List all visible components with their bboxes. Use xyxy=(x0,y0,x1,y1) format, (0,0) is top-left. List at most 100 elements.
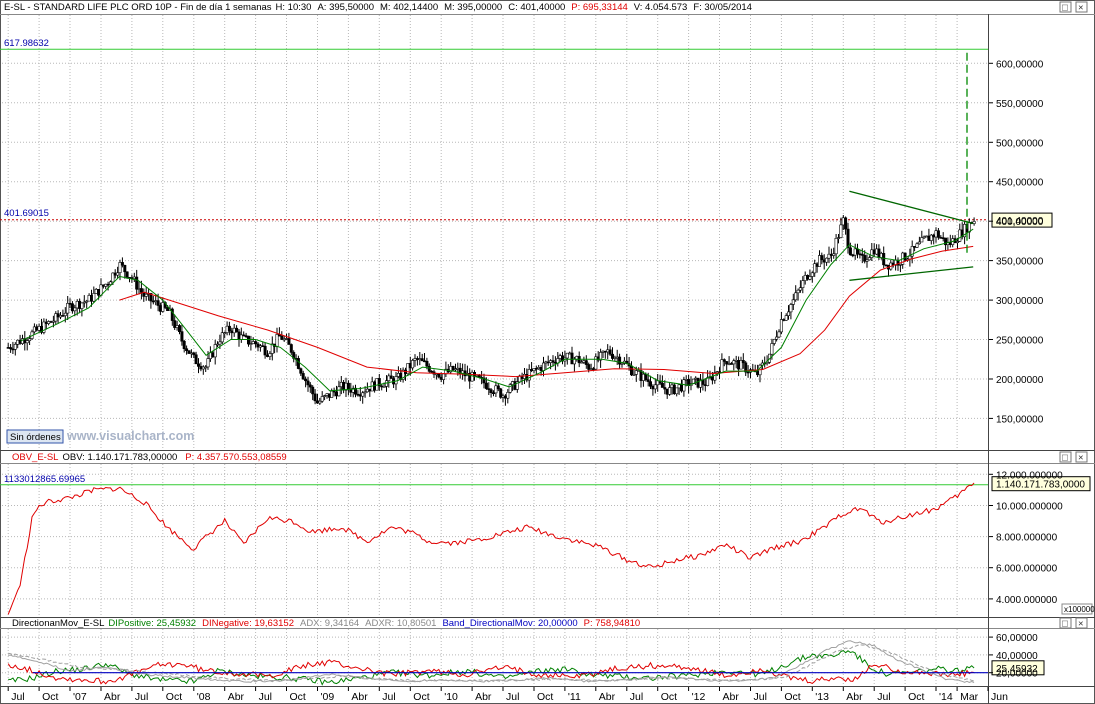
candle-body xyxy=(572,358,576,365)
candle-body xyxy=(677,384,681,389)
candle-body xyxy=(239,334,243,340)
candle-body xyxy=(377,378,381,387)
dmi-maximize-button[interactable] xyxy=(1059,617,1072,629)
candle-body xyxy=(858,253,862,256)
candle-body xyxy=(941,237,945,239)
close-button[interactable] xyxy=(1075,1,1088,13)
candle-body xyxy=(882,253,886,266)
candle-body xyxy=(227,325,231,332)
obv-panel: 1133012865.69965 1.140.171.783,0000 xyxy=(0,474,1091,615)
price-y-tick-label: 200,00000 xyxy=(996,375,1044,386)
maximize-icon: □ xyxy=(1062,3,1068,14)
dmi-window-buttons: □ × xyxy=(1059,617,1088,630)
x-tick-label: Jul xyxy=(754,691,767,703)
dmi-header-din: DINegative: 19,63152 xyxy=(202,618,294,629)
candle-body xyxy=(796,289,800,294)
x-tick-label: Oct xyxy=(413,691,429,703)
header-v: V: 4.054.573 xyxy=(634,2,688,13)
obv-close-button[interactable] xyxy=(1075,451,1088,463)
candle-body xyxy=(185,348,189,352)
candle-body xyxy=(363,391,367,394)
obv-y-tick-label: 6.000.000000 xyxy=(996,564,1058,575)
candle-body xyxy=(489,389,493,394)
candle-body xyxy=(346,382,350,390)
candle-body xyxy=(653,384,657,390)
price-y-tick-label: 600,00000 xyxy=(996,59,1044,70)
candle-body xyxy=(325,393,329,396)
candle-body xyxy=(834,238,838,255)
candle-body xyxy=(915,243,919,248)
candle-body xyxy=(779,319,783,333)
dmi-header-adxr: ADXR: 10,80501 xyxy=(365,618,436,629)
candle-body xyxy=(235,327,239,333)
x-tick-label: Oct xyxy=(661,691,677,703)
candle-body xyxy=(9,347,13,350)
obv-last-box xyxy=(991,476,1091,492)
header-f: F: 30/05/2014 xyxy=(693,2,752,13)
candle-body xyxy=(832,253,836,256)
candle-body xyxy=(660,382,664,388)
candle-body xyxy=(618,356,622,365)
candle-body xyxy=(558,355,562,359)
header-symbol: E-SL xyxy=(4,2,25,13)
candle-body xyxy=(594,356,598,370)
candle-body xyxy=(913,246,917,248)
candle-body xyxy=(860,253,864,256)
candle-body xyxy=(813,263,817,274)
candle-body xyxy=(342,381,346,391)
x-tick-label: Oct xyxy=(784,691,800,703)
candle-body xyxy=(506,391,510,399)
candle-body xyxy=(722,359,726,362)
candle-body xyxy=(37,325,41,331)
candle-body xyxy=(401,369,405,380)
orders-button[interactable] xyxy=(6,429,64,444)
dmi-maximize-icon: □ xyxy=(1062,619,1068,630)
candle-body xyxy=(106,283,110,286)
candle-body xyxy=(772,338,776,344)
candle-body xyxy=(917,241,921,245)
candle-body xyxy=(28,338,32,342)
x-tick-label: Abr xyxy=(351,691,368,703)
multiplier-label: x100000 xyxy=(1064,605,1095,614)
candle-body xyxy=(696,377,700,388)
candle-body xyxy=(494,385,498,394)
slow-moving-average xyxy=(119,245,974,378)
candle-body xyxy=(777,331,781,338)
candle-body xyxy=(603,350,607,353)
candle-body xyxy=(534,367,538,370)
candle-body xyxy=(123,264,127,273)
candle-body xyxy=(927,235,931,241)
candle-body xyxy=(187,350,191,354)
candle-body xyxy=(42,321,46,333)
candle-body xyxy=(580,361,584,364)
dmi-close-button[interactable] xyxy=(1075,617,1088,629)
candle-body xyxy=(25,340,29,344)
candle-body xyxy=(387,375,391,381)
dmi-y-tick-label: 20,00000 xyxy=(996,669,1038,680)
last-price-box xyxy=(991,212,1053,228)
candle-body xyxy=(822,259,826,263)
candle-body xyxy=(35,326,39,331)
candle-body xyxy=(287,338,291,345)
candle-body xyxy=(135,276,139,290)
header-m: M: 402,14400 xyxy=(380,2,438,13)
candle-body xyxy=(189,352,193,355)
candle-body xyxy=(656,380,660,386)
candle-body xyxy=(836,237,840,239)
candle-body xyxy=(151,300,155,303)
price-y-tick-label: 550,00000 xyxy=(996,99,1044,110)
x-tick-label: Jul xyxy=(382,691,395,703)
candle-body xyxy=(280,335,284,340)
dmi-panel: 25,45932 xyxy=(7,640,1045,686)
candle-body xyxy=(427,365,431,372)
obv-maximize-button[interactable] xyxy=(1059,451,1072,463)
candle-body xyxy=(437,373,441,378)
candle-body xyxy=(620,363,624,365)
maximize-button[interactable] xyxy=(1059,1,1072,13)
candle-body xyxy=(884,264,888,267)
candle-body xyxy=(213,344,217,358)
candle-body xyxy=(201,366,205,370)
candle-body xyxy=(113,272,117,276)
candle-body xyxy=(85,300,89,303)
obv-close-icon: × xyxy=(1078,453,1084,464)
